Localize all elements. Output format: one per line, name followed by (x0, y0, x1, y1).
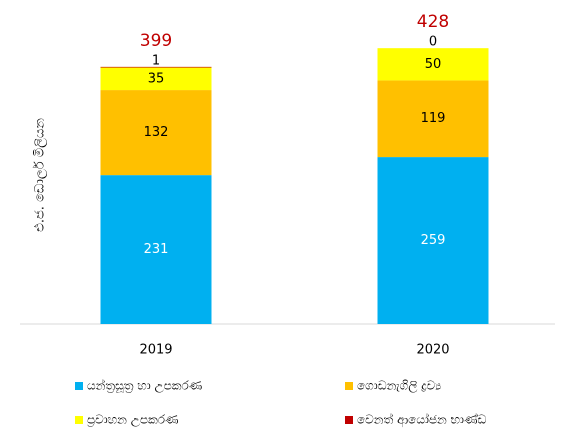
value-label: 0 (429, 35, 437, 50)
x-tick-label: 2020 (416, 343, 449, 358)
value-label: 132 (144, 125, 169, 140)
legend-swatch (345, 382, 353, 390)
bar-segment (100, 66, 212, 68)
legend-label: ප්‍රවාහන උපකරණ (87, 413, 178, 428)
total-label: 428 (417, 12, 449, 32)
value-label: 50 (425, 57, 442, 72)
legend-label: යන්ත්‍රසූත්‍ර හා උපකරණ (87, 378, 202, 393)
value-label: 259 (421, 233, 446, 248)
y-axis-label: එ.ජ. ඩොලර් මිලියන (32, 118, 48, 232)
value-label: 119 (421, 111, 446, 126)
legend-swatch (345, 416, 353, 424)
bar-segment (100, 67, 212, 91)
bar-segment (377, 48, 489, 81)
bar-segment (100, 175, 212, 324)
bar-segment (377, 80, 489, 158)
total-label: 399 (140, 31, 172, 51)
x-tick-label: 2019 (139, 343, 172, 358)
legend-label: වෙනත් ආයෝජන භාණ්ඩ (357, 412, 486, 427)
value-label: 231 (144, 242, 169, 257)
legend-swatch (75, 382, 83, 390)
bar-segment (100, 90, 212, 176)
value-label: 1 (152, 53, 160, 68)
legend-swatch (75, 416, 83, 424)
value-label: 35 (148, 71, 165, 86)
legend-label: ගොඩනැගිලි ද්‍රව්‍ය (357, 379, 441, 394)
bar-segment (377, 157, 489, 324)
